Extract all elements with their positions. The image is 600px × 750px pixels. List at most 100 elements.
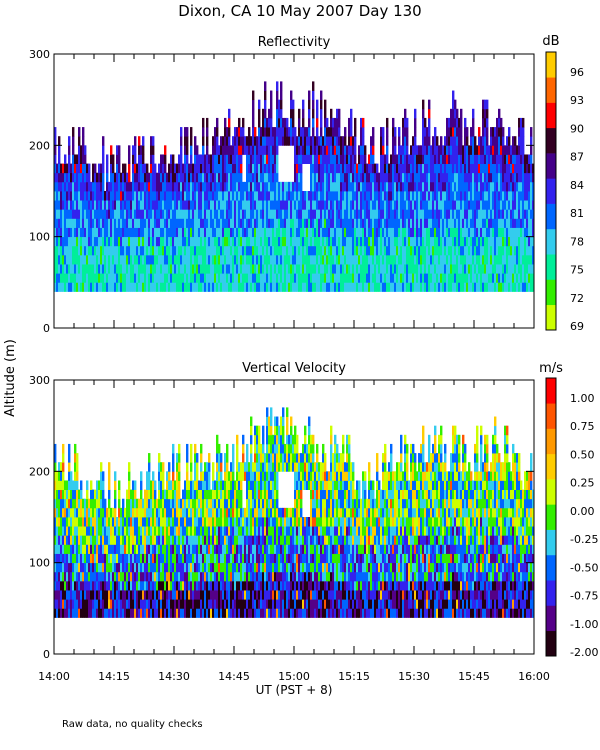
heatmap-cell: [72, 245, 75, 256]
heatmap-cell: [138, 154, 141, 164]
heatmap-cell: [372, 136, 375, 146]
heatmap-cell: [530, 218, 533, 228]
heatmap-cell: [170, 264, 173, 274]
heatmap-cell: [104, 526, 107, 536]
heatmap-cell: [476, 181, 479, 192]
heatmap-cell: [422, 181, 425, 192]
heatmap-cell: [280, 200, 283, 210]
heatmap-cell: [470, 154, 473, 164]
heatmap-cell: [252, 163, 255, 174]
heatmap-cell: [396, 209, 399, 219]
heatmap-cell: [444, 245, 447, 256]
heatmap-cell: [422, 145, 425, 155]
heatmap-cell: [90, 599, 93, 609]
heatmap-cell: [212, 264, 215, 274]
heatmap-cell: [308, 264, 311, 274]
heatmap-cell: [120, 254, 123, 265]
heatmap-cell: [386, 236, 389, 247]
heatmap-cell: [116, 580, 119, 591]
heatmap-cell: [470, 127, 473, 137]
heatmap-cell: [224, 127, 227, 137]
heatmap-cell: [300, 172, 303, 183]
heatmap-cell: [368, 273, 371, 283]
heatmap-cell: [80, 608, 83, 618]
heatmap-cell: [264, 90, 267, 101]
heatmap-cell: [102, 136, 105, 146]
heatmap-cell: [342, 254, 345, 265]
heatmap-cell: [172, 273, 175, 283]
heatmap-cell: [124, 227, 127, 238]
heatmap-cell: [202, 163, 205, 174]
heatmap-cell: [266, 145, 269, 155]
heatmap-cell: [64, 599, 67, 609]
heatmap-cell: [74, 507, 77, 518]
heatmap-cell: [458, 117, 461, 128]
heatmap-cell: [212, 191, 215, 201]
heatmap-cell: [68, 236, 71, 247]
heatmap-cell: [114, 599, 117, 609]
heatmap-cell: [494, 245, 497, 256]
heatmap-cell: [70, 590, 73, 600]
heatmap-cell: [68, 599, 71, 609]
heatmap-cell: [488, 254, 491, 265]
heatmap-cell: [70, 264, 73, 274]
heatmap-cell: [484, 191, 487, 201]
heatmap-cell: [128, 489, 131, 500]
heatmap-cell: [80, 273, 83, 283]
heatmap-cell: [220, 145, 223, 155]
heatmap-cell: [526, 172, 529, 183]
heatmap-cell: [422, 136, 425, 146]
heatmap-cell: [56, 209, 59, 219]
heatmap-cell: [54, 590, 57, 600]
heatmap-cell: [168, 163, 171, 174]
heatmap-cell: [82, 181, 85, 192]
heatmap-cell: [332, 209, 335, 219]
heatmap-cell: [152, 507, 155, 518]
heatmap-cell: [310, 154, 313, 164]
heatmap-cell: [78, 172, 81, 183]
heatmap-cell: [328, 282, 331, 292]
heatmap-cell: [138, 245, 141, 256]
heatmap-cell: [162, 282, 165, 292]
heatmap-cell: [352, 145, 355, 155]
heatmap-cell: [340, 245, 343, 256]
heatmap-cell: [270, 136, 273, 146]
heatmap-cell: [182, 227, 185, 238]
heatmap-cell: [270, 273, 273, 283]
heatmap-cell: [96, 218, 99, 228]
heatmap-cell: [274, 145, 277, 155]
heatmap-cell: [392, 282, 395, 292]
heatmap-cell: [270, 200, 273, 210]
heatmap-cell: [514, 200, 517, 210]
heatmap-cell: [264, 154, 267, 164]
heatmap-cell: [316, 282, 319, 292]
heatmap-cell: [104, 273, 107, 283]
heatmap-cell: [118, 254, 121, 265]
heatmap-cell: [74, 218, 77, 228]
heatmap-cell: [416, 172, 419, 183]
heatmap-cell: [332, 136, 335, 146]
heatmap-cell: [106, 526, 109, 536]
heatmap-cell: [60, 200, 63, 210]
heatmap-cell: [258, 172, 261, 183]
heatmap-cell: [370, 200, 373, 210]
heatmap-cell: [94, 562, 97, 573]
heatmap-cell: [456, 227, 459, 238]
heatmap-cell: [72, 507, 75, 518]
heatmap-cell: [322, 154, 325, 164]
heatmap-cell: [136, 273, 139, 283]
heatmap-cell: [280, 273, 283, 283]
heatmap-cell: [226, 154, 229, 164]
heatmap-cell: [102, 209, 105, 219]
heatmap-cell: [252, 282, 255, 292]
heatmap-cell: [410, 236, 413, 247]
heatmap-cell: [478, 254, 481, 265]
heatmap-cell: [434, 136, 437, 146]
heatmap-cell: [498, 209, 501, 219]
heatmap-cell: [324, 163, 327, 174]
heatmap-cell: [476, 264, 479, 274]
heatmap-cell: [484, 218, 487, 228]
heatmap-cell: [122, 236, 125, 247]
heatmap-cell: [274, 127, 277, 137]
heatmap-cell: [252, 273, 255, 283]
